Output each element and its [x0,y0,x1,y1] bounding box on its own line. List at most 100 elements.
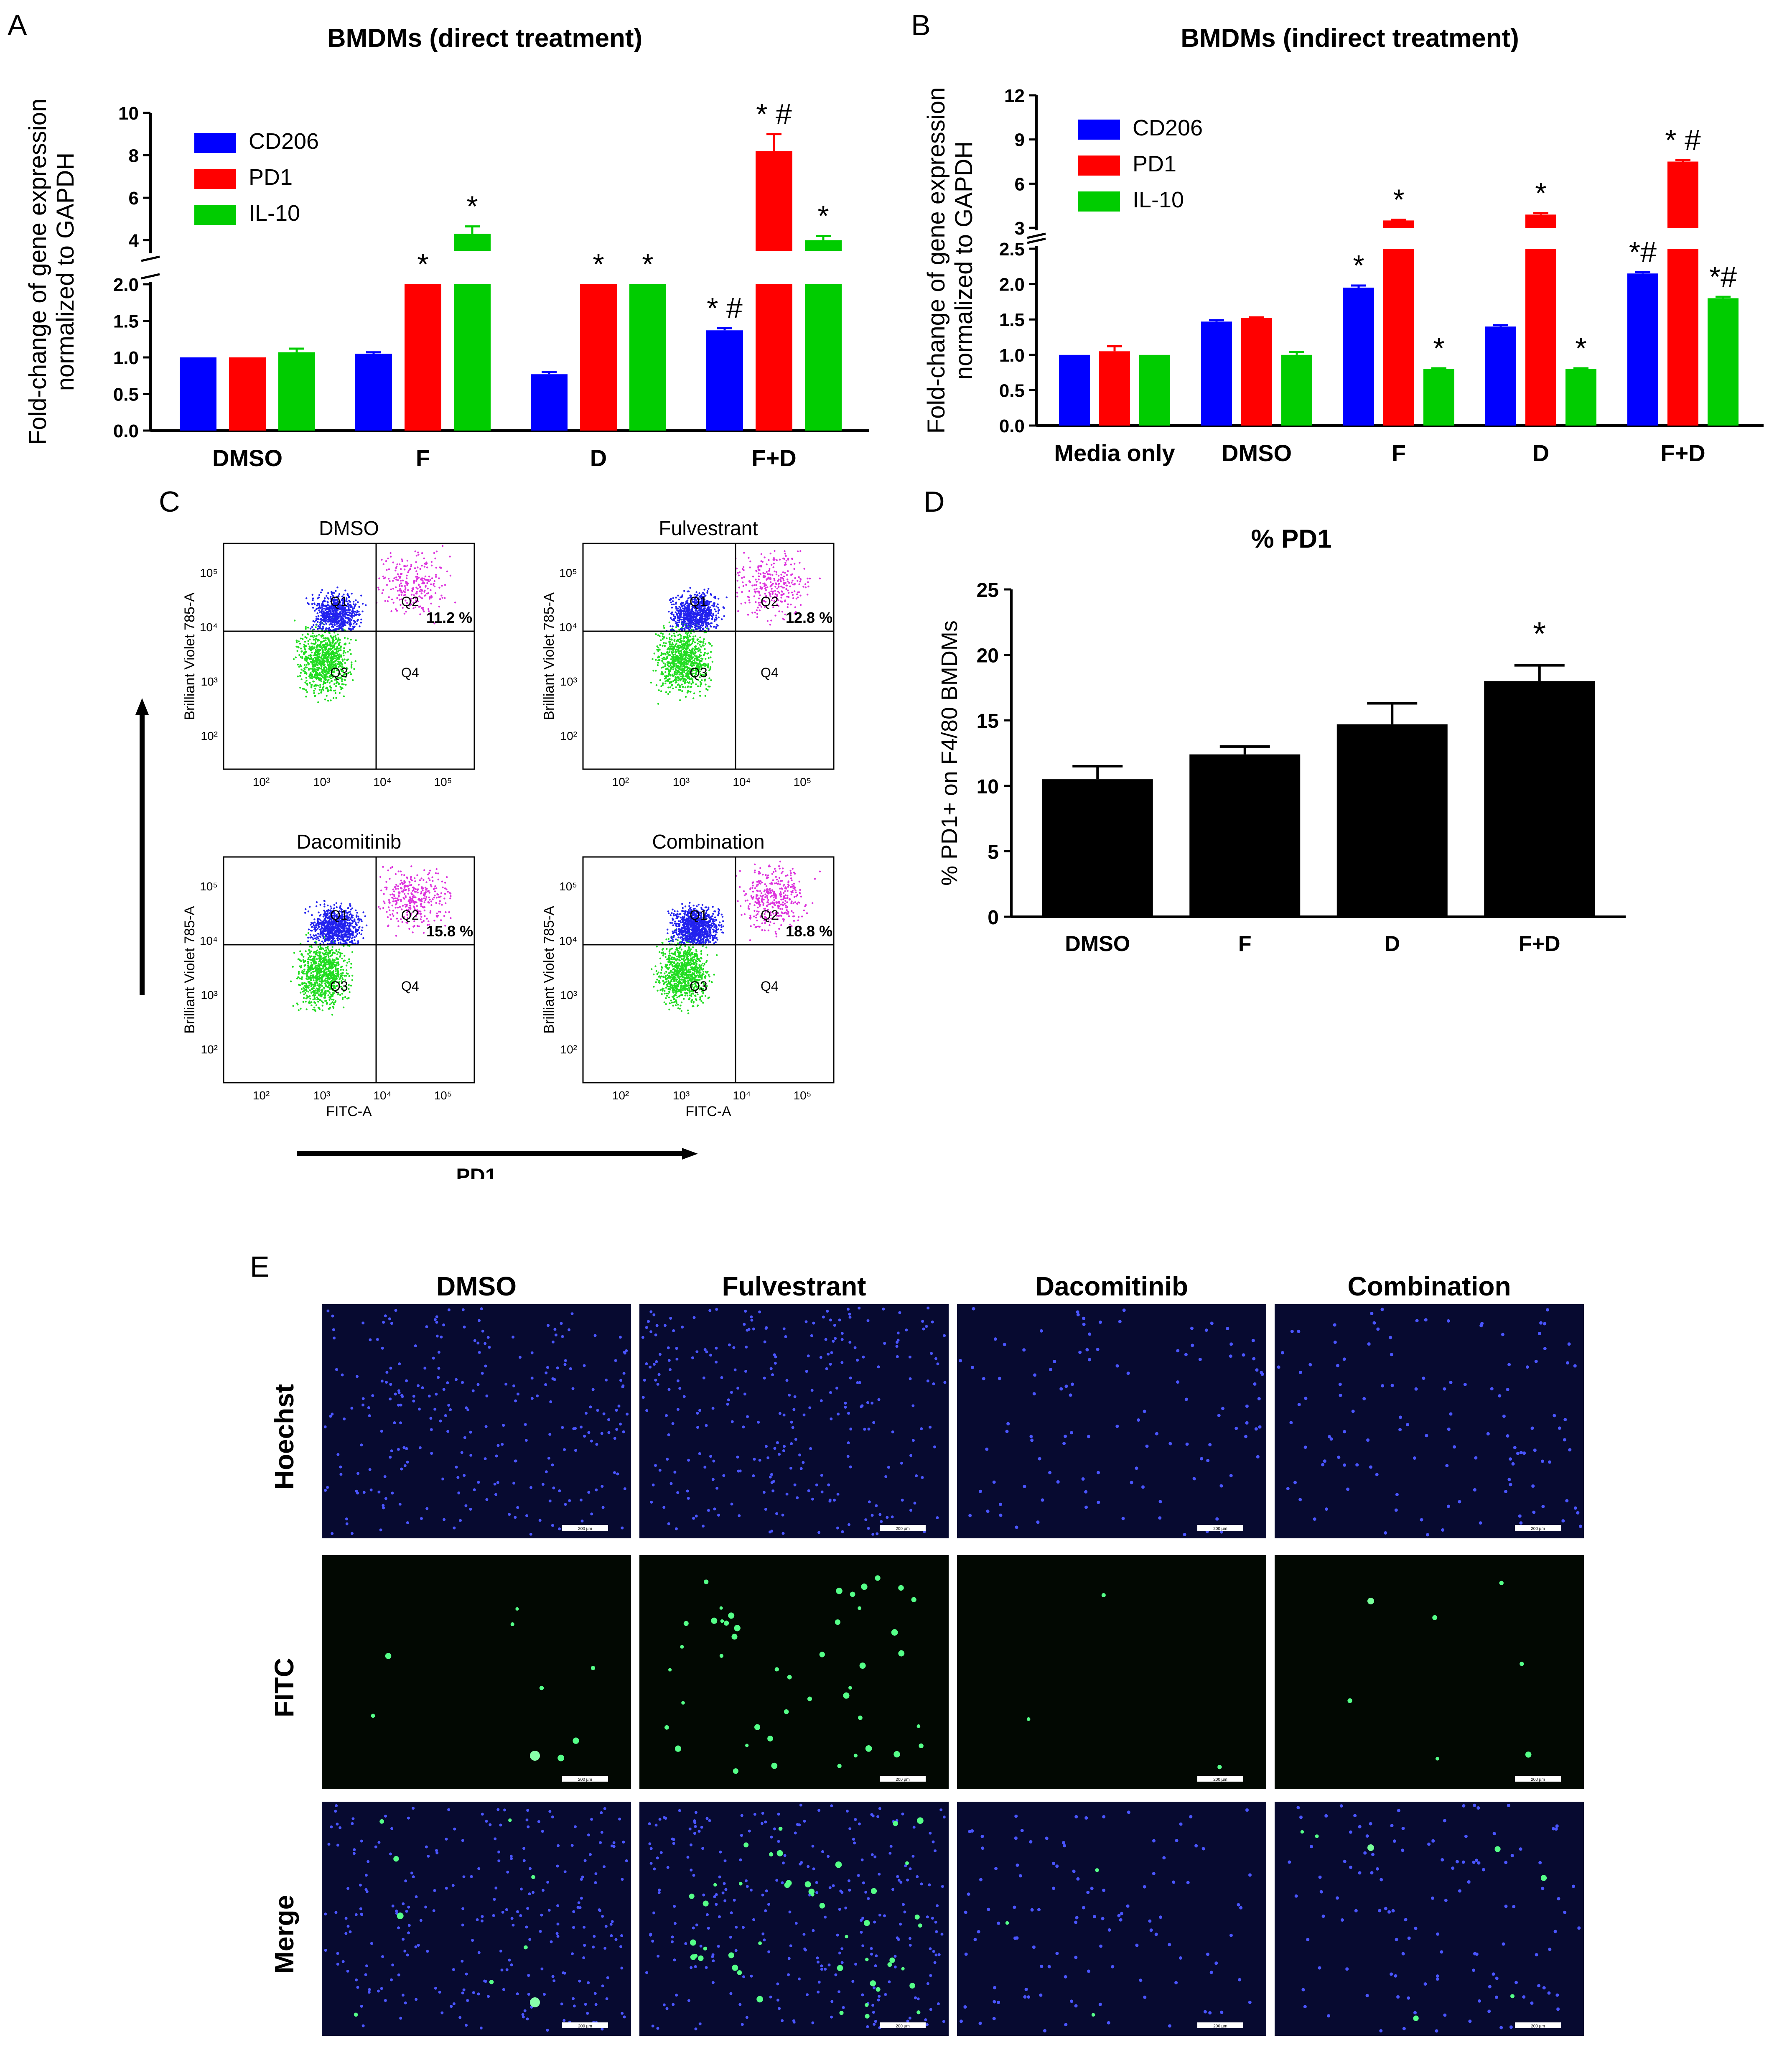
event-dot [401,585,403,587]
significance-marker: * [642,248,653,280]
event-dot [354,604,356,607]
event-dot [297,676,299,678]
event-dot [320,592,322,594]
event-dot [662,635,664,637]
event-dot [322,957,324,959]
event-dot [320,640,322,643]
event-dot [759,609,761,612]
event-dot [395,608,397,610]
event-dot [336,659,338,661]
event-dot [403,612,406,615]
event-dot [317,946,320,948]
event-dot [316,677,318,679]
event-dot [328,640,331,642]
significance-marker: * [1575,332,1586,365]
event-dot [787,606,789,608]
event-dot [326,951,328,954]
x-tick-label: F+D [751,445,796,471]
event-dot [710,601,712,603]
event-dot [756,613,759,615]
event-dot [766,620,769,622]
event-dot [316,949,318,951]
event-dot [665,668,667,670]
event-dot [348,614,350,616]
event-dot [351,592,353,595]
event-dot [707,623,710,625]
event-dot [421,552,423,554]
event-dot [395,576,397,579]
event-dot [794,563,796,565]
legend-label: PD1 [1133,151,1176,176]
event-dot [315,1004,318,1006]
event-dot [315,626,317,628]
event-dot [413,580,415,582]
event-dot [386,584,388,586]
event-dot [819,577,821,579]
event-dot [684,652,686,655]
flow-y-tick-label: 10⁴ [200,621,218,634]
event-dot [350,665,353,667]
event-dot [313,918,316,920]
event-dot [717,612,720,614]
event-dot [316,973,318,975]
event-dot [310,668,312,670]
event-dot [330,975,333,977]
event-dot [344,620,346,622]
event-dot [325,621,327,623]
event-dot [382,575,384,578]
event-dot [780,577,782,579]
event-dot [680,603,682,605]
event-dot [300,992,302,994]
event-dot [774,590,776,592]
event-dot [324,597,326,599]
event-dot [300,672,302,674]
event-dot [310,961,313,964]
event-dot [780,597,782,599]
event-dot [706,612,709,614]
event-dot [319,646,321,648]
event-dot [317,968,320,970]
event-dot [396,597,398,599]
event-dot [343,613,345,615]
event-dot [658,689,660,691]
event-dot [384,600,386,602]
event-dot [682,637,685,640]
event-dot [360,622,362,624]
event-dot [695,612,697,614]
event-dot [662,645,664,647]
event-dot [293,658,295,660]
event-dot [331,998,333,1001]
event-dot [348,628,350,630]
event-dot [298,1009,300,1011]
event-dot [322,610,324,612]
event-dot [687,673,689,675]
event-dot [782,579,785,581]
event-dot [311,982,313,984]
event-dot [318,964,321,966]
event-dot [326,616,328,618]
event-dot [340,972,342,975]
event-dot [312,961,314,963]
event-dot [322,644,324,646]
event-dot [684,680,686,682]
event-dot [700,651,702,653]
significance-marker: * [1433,332,1444,365]
event-dot [673,632,675,635]
event-dot [334,952,336,954]
event-dot [300,678,303,681]
event-dot [345,617,347,619]
event-dot [395,566,398,568]
event-dot [669,638,671,641]
y-tick-label: 1.5 [113,311,139,332]
event-dot [307,985,309,988]
event-dot [308,989,311,992]
event-dot [756,590,759,593]
event-dot [428,576,430,578]
event-dot [340,654,342,656]
event-dot [683,647,685,649]
x-tick-label: D [1532,440,1549,466]
event-dot [669,667,672,669]
event-dot [398,594,400,596]
event-dot [331,967,333,970]
event-dot [695,661,698,664]
